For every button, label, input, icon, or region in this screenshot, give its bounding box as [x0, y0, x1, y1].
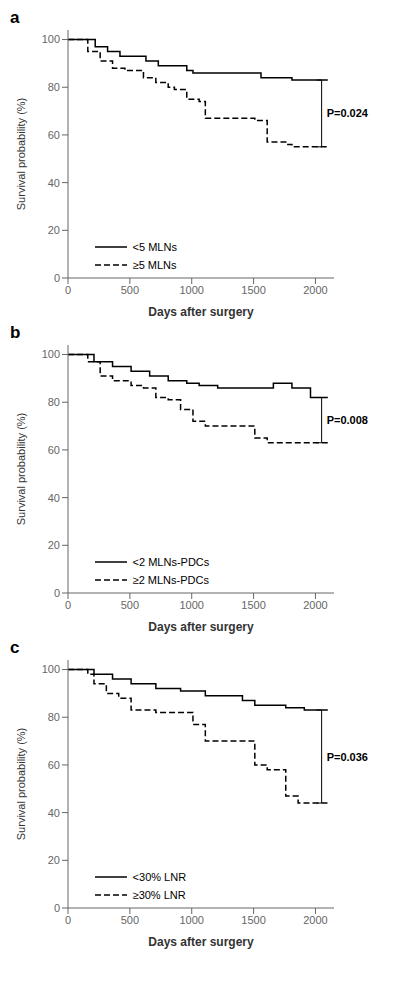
svg-text:1500: 1500 [241, 599, 265, 611]
svg-text:0: 0 [54, 272, 60, 284]
svg-text:0: 0 [65, 914, 71, 926]
svg-text:1000: 1000 [179, 284, 203, 296]
svg-text:40: 40 [48, 177, 60, 189]
svg-text:2000: 2000 [303, 914, 327, 926]
html-text:<2 MLNs-PDCs: <2 MLNs-PDCs [132, 555, 210, 568]
svg-text:20: 20 [48, 539, 60, 551]
svg-text:Survival probability (%): Survival probability (%) [15, 98, 27, 210]
svg-text:60: 60 [48, 759, 60, 771]
svg-text:2000: 2000 [303, 599, 327, 611]
html-text:b: b [10, 323, 21, 342]
svg-text:0: 0 [54, 587, 60, 599]
svg-text:Survival probability (%): Survival probability (%) [15, 728, 27, 840]
svg-text:80: 80 [48, 711, 60, 723]
svg-text:1500: 1500 [241, 284, 265, 296]
svg-text:0: 0 [65, 599, 71, 611]
svg-text:1500: 1500 [241, 914, 265, 926]
svg-text:0: 0 [65, 284, 71, 296]
html-text:c: c [10, 638, 20, 657]
svg-text:2000: 2000 [303, 284, 327, 296]
svg-text:500: 500 [121, 284, 139, 296]
svg-text:40: 40 [48, 807, 60, 819]
html-text:≥5 MLNs: ≥5 MLNs [132, 258, 177, 271]
svg-text:100: 100 [42, 663, 60, 675]
svg-text:40: 40 [48, 492, 60, 504]
svg-text:100: 100 [42, 348, 60, 360]
svg-text:1000: 1000 [179, 599, 203, 611]
svg-text:P=0.036: P=0.036 [327, 751, 368, 763]
html-text:≥30% LNR: ≥30% LNR [132, 888, 186, 901]
svg-text:500: 500 [121, 599, 139, 611]
svg-text:60: 60 [48, 129, 60, 141]
svg-text:P=0.024: P=0.024 [327, 107, 369, 119]
svg-text:Days after surgery: Days after surgery [148, 305, 254, 319]
html-text:≥2 MLNs-PDCs: ≥2 MLNs-PDCs [132, 573, 209, 586]
svg-text:Days after surgery: Days after surgery [148, 620, 254, 634]
svg-text:0: 0 [54, 902, 60, 914]
svg-text:Days after surgery: Days after surgery [148, 935, 254, 949]
svg-text:1000: 1000 [179, 914, 203, 926]
html-text:a: a [10, 8, 20, 27]
svg-text:20: 20 [48, 854, 60, 866]
html-text:<30% LNR: <30% LNR [132, 870, 187, 883]
svg-text:P=0.008: P=0.008 [327, 414, 368, 426]
svg-text:60: 60 [48, 444, 60, 456]
svg-text:Survival probability (%): Survival probability (%) [15, 413, 27, 525]
svg-text:20: 20 [48, 224, 60, 236]
html-text:<5 MLNs: <5 MLNs [132, 240, 177, 253]
svg-text:500: 500 [121, 914, 139, 926]
svg-text:80: 80 [48, 396, 60, 408]
svg-text:80: 80 [48, 81, 60, 93]
svg-text:100: 100 [42, 33, 60, 45]
